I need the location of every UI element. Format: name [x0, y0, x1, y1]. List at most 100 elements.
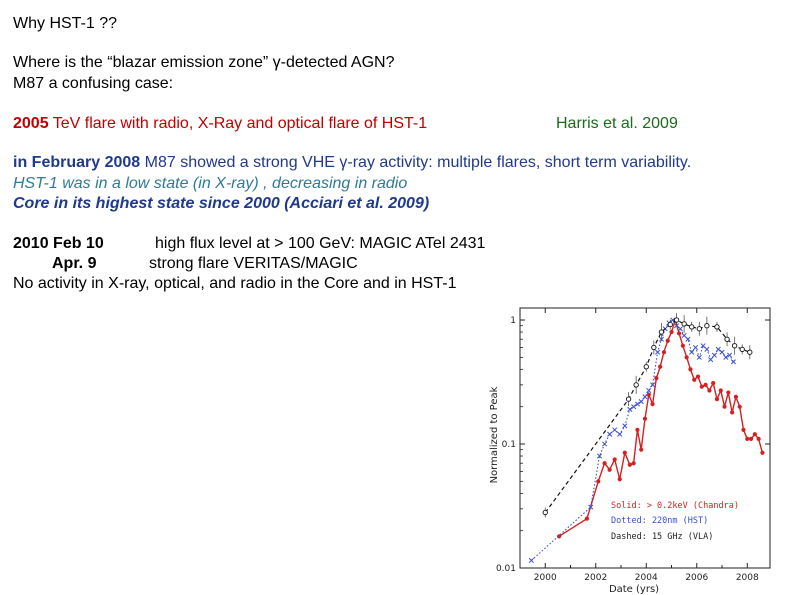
chandra-point [688, 367, 693, 372]
chandra-point [741, 427, 746, 432]
chandra-point [692, 377, 697, 382]
chandra-point [707, 388, 712, 393]
chandra-point [718, 388, 723, 393]
chandra-point [711, 380, 716, 386]
hst-point [622, 423, 628, 429]
question-line-1: Where is the “blazar emission zone” γ-de… [13, 54, 395, 71]
chandra-point [695, 374, 701, 379]
hst-point [692, 344, 699, 351]
vla-point [724, 336, 730, 342]
chandra-point [730, 410, 735, 415]
hst-point [696, 354, 702, 360]
y-tick-label: 0.1 [502, 440, 516, 450]
hst-point [646, 387, 652, 394]
vla-point [633, 382, 639, 388]
hst-point [650, 382, 656, 388]
hst-point [685, 336, 691, 342]
vla-point [651, 344, 657, 351]
vla-point [681, 321, 687, 327]
chandra-point [703, 382, 708, 387]
vla-point [689, 324, 695, 330]
feb-2010-text: high flux level at > 100 GeV: MAGIC ATel… [155, 235, 486, 252]
hst-point [642, 394, 648, 400]
chandra-point [622, 450, 627, 455]
hst-point [588, 504, 594, 510]
x-tick-label: 2000 [534, 573, 557, 583]
vla-point [739, 346, 745, 352]
vla-point [625, 396, 632, 402]
vla-point [673, 317, 680, 323]
chandra-point [676, 331, 682, 336]
vla-point [658, 329, 665, 335]
chandra-point [722, 404, 727, 409]
chandra-point [631, 461, 636, 466]
chandra-point [760, 450, 765, 455]
flare-2005-year: 2005 [13, 115, 49, 132]
slide-title: Why HST-1 ?? [13, 15, 118, 32]
hst-point [689, 349, 695, 355]
hst-point [602, 441, 608, 447]
hst-point [596, 453, 603, 459]
y-tick-label: 0.01 [496, 564, 516, 574]
hst-point [708, 356, 714, 363]
chandra-point [669, 329, 674, 335]
apr-2010-text: strong flare VERITAS/MAGIC [149, 255, 358, 272]
vla-point [667, 321, 673, 328]
feb-2008-text: M87 showed a strong VHE γ-ray activity: … [140, 154, 692, 171]
series-line-dotted [531, 319, 734, 561]
x-tick-label: 2004 [635, 573, 658, 583]
chandra-point [684, 355, 689, 360]
chandra-point [737, 404, 742, 409]
chandra-point [714, 397, 720, 402]
feb-2008-lead: in February 2008 [13, 154, 141, 171]
no-activity-line: No activity in X-ray, optical, and radio… [13, 275, 457, 292]
hst-point [612, 427, 618, 433]
chandra-point [596, 479, 601, 484]
chandra-point [646, 392, 651, 397]
hst-point [677, 326, 683, 332]
chandra-point [733, 394, 739, 399]
chandra-point [661, 350, 667, 355]
apr-2010-label: Apr. 9 [52, 255, 97, 272]
vla-point [747, 349, 753, 355]
series-line-solid [558, 317, 764, 537]
legend-chandra: Solid: > 0.2keV (Chandra) [611, 501, 739, 511]
chandra-point [584, 516, 590, 521]
chandra-point [650, 401, 655, 407]
hst-point [627, 406, 633, 412]
vla-point [542, 509, 548, 516]
hst-point [634, 401, 640, 407]
flare-2005-text: TeV flare with radio, X-Ray and optical … [48, 115, 428, 132]
harris-reference: Harris et al. 2009 [556, 115, 678, 132]
hst-point [607, 431, 613, 437]
x-tick-label: 2006 [685, 573, 708, 583]
chandra-point [617, 477, 622, 482]
hst-point [719, 349, 725, 355]
chandra-point [658, 364, 663, 369]
hst-point [711, 352, 717, 358]
hst-point [700, 343, 706, 349]
hst-point [655, 349, 661, 355]
y-tick-label: 1 [510, 316, 516, 326]
chandra-point [612, 457, 617, 462]
hst-point [727, 352, 733, 358]
hst-point [681, 332, 687, 339]
x-tick-label: 2008 [736, 573, 759, 583]
legend: Solid: > 0.2keV (Chandra) Dotted: 220nm … [611, 501, 739, 542]
chandra-point [748, 436, 754, 441]
chandra-point [756, 436, 761, 441]
hst-point [617, 431, 623, 437]
plot-frame [519, 307, 771, 569]
hst-point [704, 346, 710, 352]
hst-point [730, 359, 736, 365]
chandra-point [602, 461, 607, 466]
series-layer [528, 313, 765, 564]
vla-point [643, 364, 649, 370]
chandra-point [557, 534, 562, 539]
hst-point [631, 404, 637, 410]
hst-point [715, 346, 721, 352]
chandra-point [726, 390, 731, 395]
chandra-point [627, 462, 632, 467]
chandra-point [665, 338, 670, 343]
